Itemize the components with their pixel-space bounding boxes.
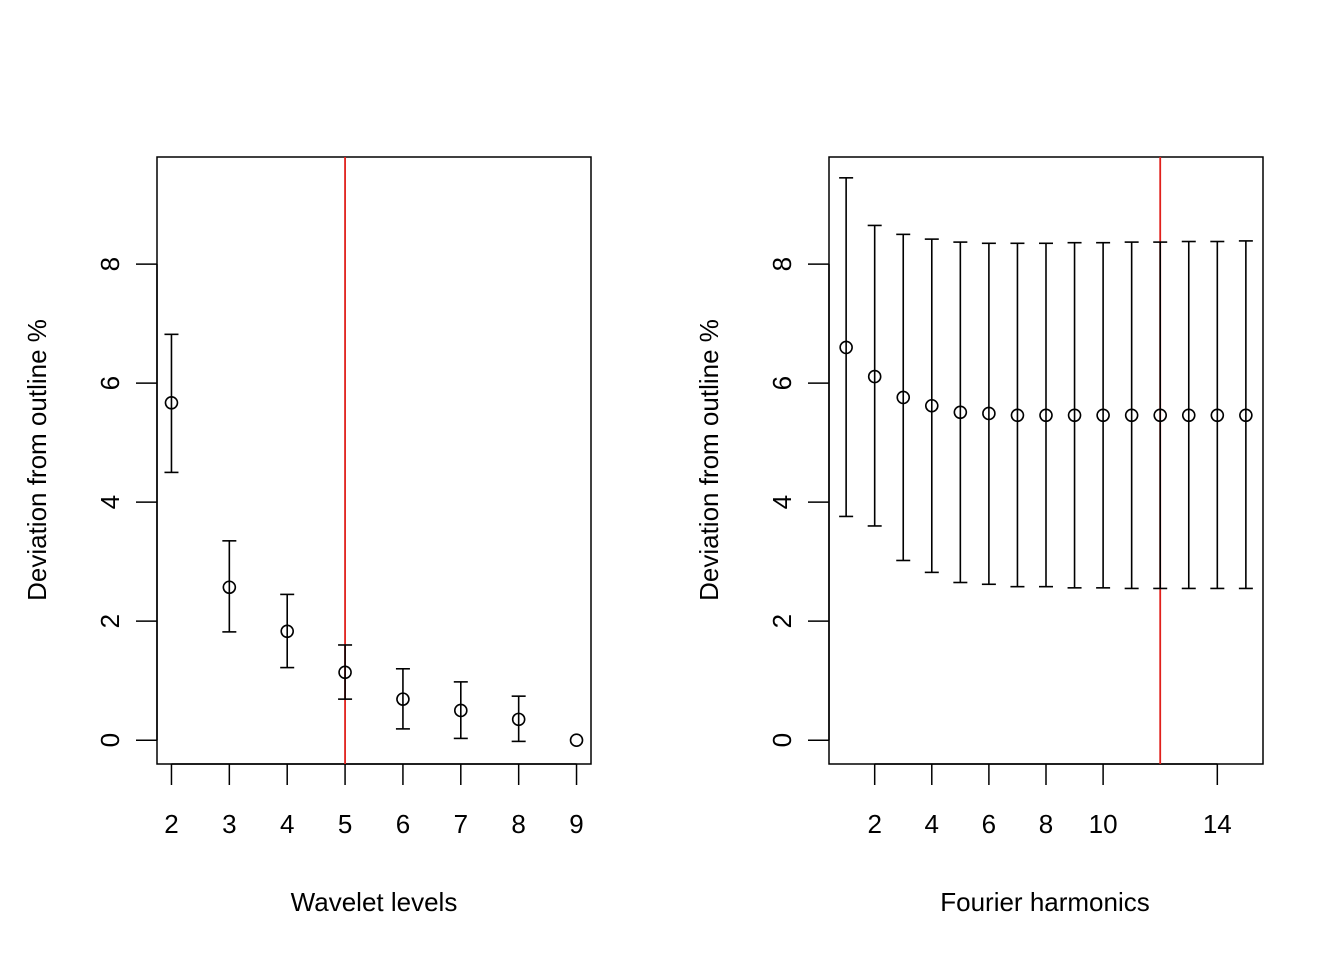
- data-point: [982, 406, 996, 421]
- data-point: [280, 624, 295, 639]
- data-point: [896, 390, 911, 405]
- x-tick-label: 8: [511, 809, 525, 839]
- x-tick-label: 6: [396, 809, 410, 839]
- data-point: [839, 340, 853, 355]
- data-point: [338, 665, 352, 680]
- data-point: [222, 580, 237, 595]
- data-point: [511, 712, 526, 727]
- x-tick-label: 3: [222, 809, 236, 839]
- y-axis-label: Deviation from outline %: [22, 319, 52, 601]
- data-point: [867, 369, 882, 384]
- y-tick-label: 6: [767, 376, 797, 390]
- x-tick-label: 8: [1039, 809, 1053, 839]
- wavelet-panel: Wavelet levels Deviation from outline % …: [22, 156, 592, 917]
- data-point: [1124, 408, 1139, 423]
- data-point: [1153, 408, 1168, 423]
- data-point: [1010, 408, 1025, 423]
- x-tick-label: 4: [925, 809, 939, 839]
- y-tick-label: 4: [95, 495, 125, 509]
- y-tick-label: 8: [95, 257, 125, 271]
- x-tick-label: 6: [982, 809, 996, 839]
- data-point: [164, 395, 179, 410]
- fourier-panel: Fourier harmonics Deviation from outline…: [694, 156, 1264, 917]
- x-tick-label: 2: [867, 809, 881, 839]
- y-tick-label: 8: [767, 257, 797, 271]
- y-axis-label: Deviation from outline %: [694, 319, 724, 601]
- x-tick-label: 10: [1089, 809, 1118, 839]
- data-point: [1239, 408, 1253, 423]
- data-point: [924, 398, 939, 413]
- data-point: [953, 405, 968, 420]
- data-point: [1096, 408, 1110, 423]
- x-tick-label: 2: [164, 809, 178, 839]
- data-point: [1039, 408, 1053, 423]
- data-point: [1210, 408, 1225, 423]
- x-axis-label: Fourier harmonics: [940, 887, 1150, 917]
- y-tick-label: 2: [767, 614, 797, 628]
- x-tick-label: 9: [569, 809, 583, 839]
- data-point: [396, 692, 410, 706]
- y-tick-label: 0: [95, 733, 125, 747]
- data-point: [1181, 408, 1196, 423]
- y-tick-label: 2: [95, 614, 125, 628]
- y-tick-label: 0: [767, 733, 797, 747]
- x-tick-label: 4: [280, 809, 294, 839]
- x-axis-label: Wavelet levels: [291, 887, 458, 917]
- x-tick-label: 14: [1203, 809, 1232, 839]
- data-point: [1067, 408, 1082, 423]
- plot-frame: [156, 156, 592, 765]
- y-tick-label: 6: [95, 376, 125, 390]
- data-point: [569, 733, 584, 747]
- x-tick-label: 7: [454, 809, 468, 839]
- y-tick-label: 4: [767, 495, 797, 509]
- x-tick-label: 5: [338, 809, 352, 839]
- data-point: [453, 703, 468, 718]
